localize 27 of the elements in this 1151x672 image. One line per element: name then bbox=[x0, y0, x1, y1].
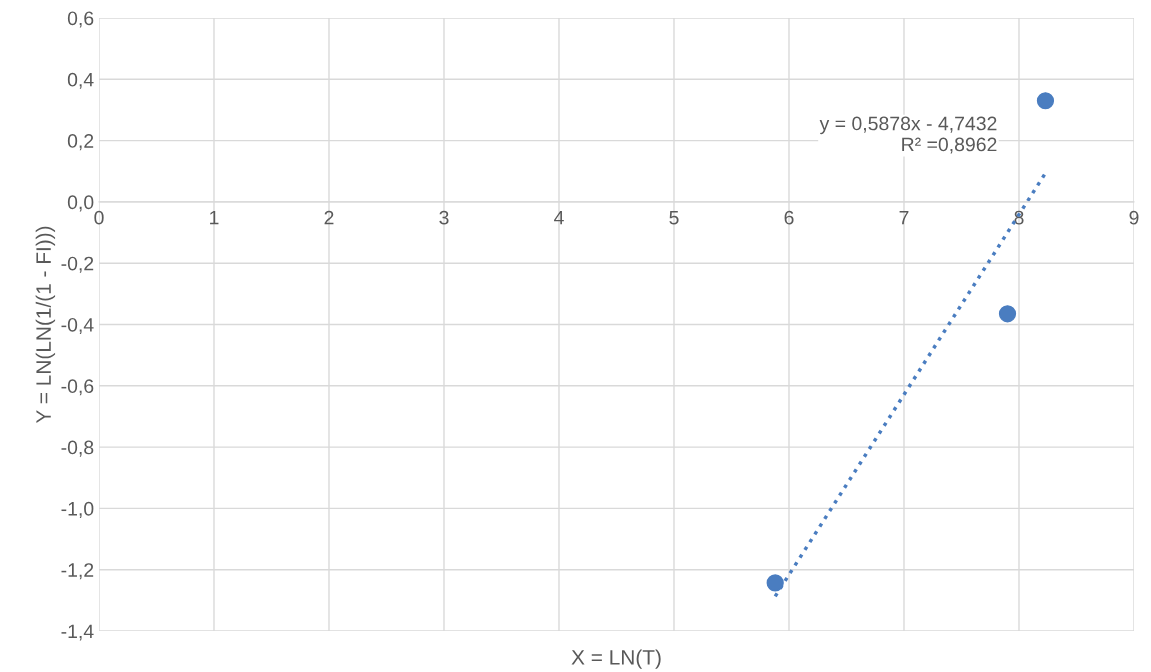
x-tick-label: 3 bbox=[439, 210, 449, 225]
y-tick-label: 0,4 bbox=[67, 72, 94, 89]
x-tick-label: 9 bbox=[1129, 210, 1139, 225]
y-tick-label: -0,8 bbox=[61, 440, 94, 457]
y-tick-label: 0,0 bbox=[67, 195, 94, 212]
y-tick-label: -0,6 bbox=[61, 379, 94, 396]
y-tick-label: -0,4 bbox=[61, 317, 94, 335]
x-tick-label: 4 bbox=[554, 210, 564, 225]
y-tick-label: -1,2 bbox=[61, 563, 94, 580]
x-tick-label: 0 bbox=[94, 210, 104, 225]
y-tick-label: -1,0 bbox=[61, 501, 94, 518]
x-tick-label: 6 bbox=[784, 210, 794, 225]
point bbox=[998, 305, 1017, 323]
y-tick-label: 0,6 bbox=[67, 11, 94, 28]
annotation: y = 0,5878x - 4,7432 R² =0,8962 bbox=[819, 116, 997, 154]
y-tick-label: 0,2 bbox=[67, 134, 94, 151]
x-tick-label: 1 bbox=[210, 210, 219, 225]
point bbox=[766, 574, 784, 592]
y-tick-label: -1,4 bbox=[61, 624, 94, 641]
x-tick-label: 2 bbox=[324, 210, 334, 225]
x-tick-label: 8 bbox=[1014, 210, 1024, 225]
point bbox=[1036, 92, 1055, 110]
x-tick-label: 7 bbox=[899, 210, 909, 225]
x-tick-label: 5 bbox=[669, 210, 679, 225]
y-tick-label: -0,2 bbox=[61, 256, 94, 273]
y-axis-title: Y = LN(LN(1/(1 - FI))) bbox=[35, 226, 56, 424]
x-axis-title: X = LN(T) bbox=[571, 649, 661, 669]
